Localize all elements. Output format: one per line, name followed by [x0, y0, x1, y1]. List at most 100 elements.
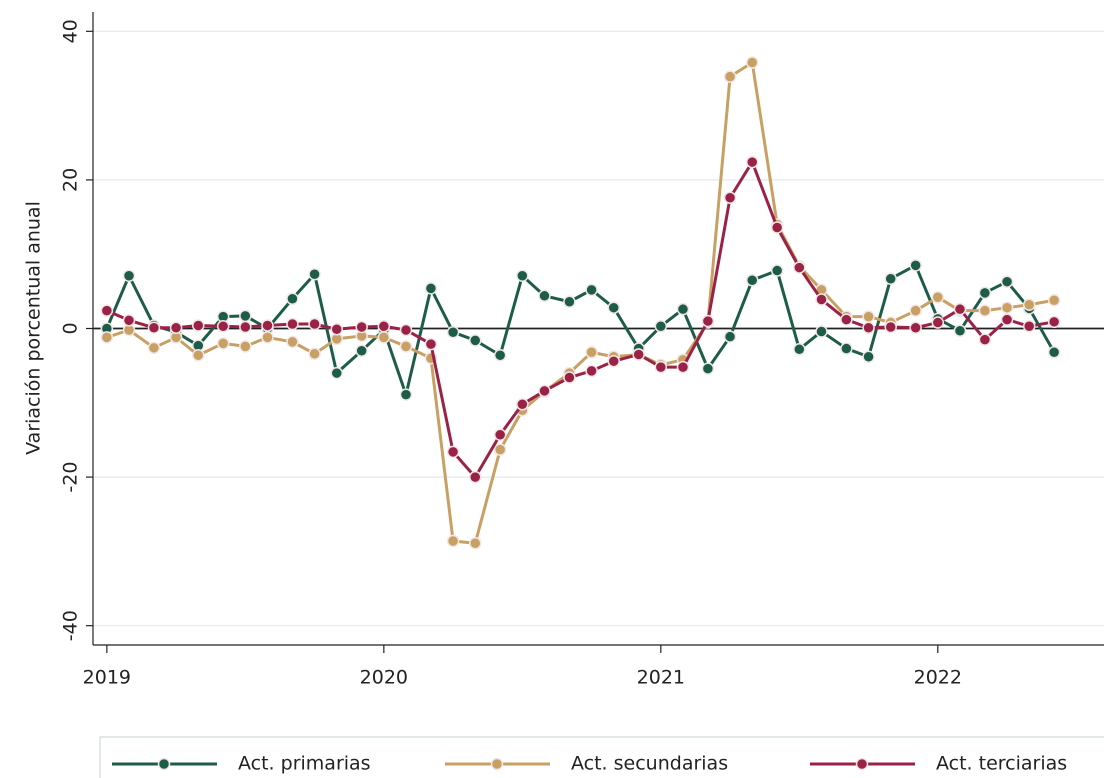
- point: [723, 191, 737, 204]
- point: [446, 445, 460, 459]
- point: [446, 325, 460, 339]
- point: [239, 340, 252, 353]
- point: [676, 302, 690, 316]
- point: [654, 360, 668, 374]
- point: [1022, 320, 1036, 333]
- point: [377, 320, 391, 333]
- point: [793, 343, 806, 356]
- point: [424, 337, 438, 351]
- point: [654, 320, 668, 333]
- legend-label: Act. terciarias: [936, 753, 1067, 775]
- legend-marker: [490, 757, 504, 771]
- point: [468, 334, 482, 347]
- point: [676, 360, 690, 374]
- legend-marker: [855, 757, 869, 771]
- point: [1000, 313, 1014, 326]
- point: [493, 428, 507, 441]
- point: [122, 314, 136, 327]
- point: [862, 321, 875, 335]
- point: [147, 341, 161, 355]
- point: [745, 155, 759, 169]
- legend-marker: [157, 757, 171, 771]
- point: [978, 286, 992, 300]
- point: [770, 264, 784, 277]
- point: [563, 295, 576, 309]
- point: [261, 319, 274, 332]
- point: [377, 331, 391, 344]
- x-tick-label: 2020: [360, 667, 408, 689]
- legend-box: [99, 736, 1104, 778]
- y-tick-label: 0: [60, 322, 82, 334]
- point: [909, 304, 922, 317]
- point: [1047, 346, 1061, 359]
- point: [1047, 315, 1061, 329]
- point: [1000, 301, 1014, 314]
- point: [793, 261, 806, 274]
- x-tick-label: 2019: [83, 667, 131, 689]
- x-tick-label: 2021: [637, 667, 685, 689]
- point: [216, 337, 230, 350]
- point: [1047, 294, 1061, 307]
- point: [122, 269, 136, 282]
- point: [100, 304, 114, 317]
- y-tick-label: -40: [60, 610, 82, 641]
- point: [884, 320, 897, 334]
- y-tick-label: 40: [60, 19, 82, 43]
- point: [516, 269, 529, 282]
- point: [516, 398, 529, 411]
- point: [286, 317, 299, 331]
- point: [607, 301, 620, 314]
- point: [308, 347, 321, 361]
- point: [701, 314, 715, 328]
- point: [607, 354, 620, 368]
- point: [815, 325, 828, 338]
- x-tick-label: 2022: [914, 667, 962, 689]
- point: [1000, 275, 1014, 288]
- point: [840, 342, 853, 355]
- point: [701, 362, 715, 375]
- point: [953, 324, 967, 337]
- point: [261, 331, 274, 344]
- point: [493, 348, 507, 362]
- point: [147, 321, 161, 335]
- point: [585, 346, 598, 359]
- point: [862, 310, 875, 323]
- point: [216, 320, 230, 333]
- point: [745, 273, 759, 287]
- point: [585, 364, 598, 378]
- point: [723, 330, 737, 343]
- y-axis-label: Variación porcentual anual: [23, 201, 45, 455]
- point: [330, 322, 343, 336]
- point: [493, 443, 507, 456]
- point: [1022, 298, 1036, 311]
- point: [330, 366, 343, 380]
- point: [308, 317, 321, 331]
- point: [355, 320, 368, 334]
- point: [286, 335, 299, 349]
- y-tick-label: 20: [60, 168, 82, 192]
- series-line: [106, 61, 1055, 545]
- point: [239, 320, 252, 334]
- point: [538, 289, 551, 303]
- point: [632, 348, 645, 361]
- point: [192, 348, 205, 362]
- point: [538, 384, 551, 398]
- point: [355, 344, 368, 358]
- point: [931, 291, 945, 304]
- point: [978, 333, 992, 346]
- point: [884, 272, 897, 285]
- point: [169, 321, 183, 335]
- point: [192, 319, 205, 332]
- point: [308, 268, 321, 281]
- point: [239, 309, 252, 323]
- point: [909, 321, 922, 335]
- point: [399, 323, 413, 337]
- point: [745, 56, 759, 69]
- point: [862, 350, 875, 363]
- point: [909, 259, 922, 272]
- point: [100, 331, 114, 344]
- point: [446, 534, 460, 548]
- point: [953, 302, 967, 316]
- legend-label: Act. primarias: [238, 753, 371, 775]
- point: [468, 470, 482, 484]
